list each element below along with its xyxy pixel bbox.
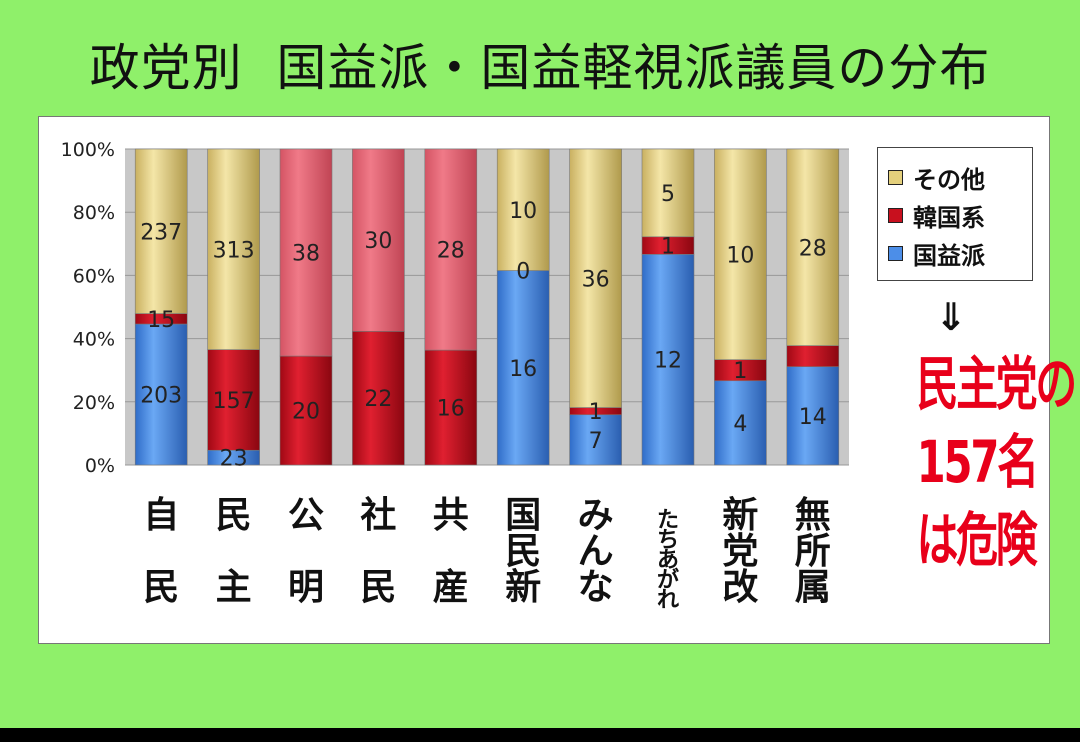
bar-segment-other [496, 148, 550, 271]
chart-panel: 0% 20% 40% 60% 80% 100% 203 15 237 23 157 313 20 38 2… [38, 116, 1078, 644]
bottom-bar [0, 728, 1080, 742]
data-label: 203 [140, 384, 182, 409]
data-label: 157 [213, 389, 255, 414]
data-label: 16 [509, 357, 537, 382]
data-label: 38 [292, 242, 320, 267]
bar-segment-national [786, 366, 840, 466]
data-label: 313 [213, 238, 255, 263]
bar-segment-other [786, 148, 840, 346]
bar-segment-korean [207, 349, 260, 451]
x-category-char: 民 [143, 567, 179, 608]
data-label: 20 [292, 400, 320, 425]
warning-line-2: 157名 [916, 428, 1039, 496]
y-tick-label: 20% [73, 392, 115, 414]
data-label: 7 [589, 429, 603, 454]
x-category-char: 公 [288, 495, 324, 536]
data-label: 14 [799, 405, 827, 430]
legend-item-national: 国益派 [888, 236, 985, 270]
bar-segment-national [496, 270, 550, 466]
x-category-char: が [657, 567, 679, 593]
data-label: 4 [733, 412, 747, 437]
bar-segment-other [207, 148, 260, 350]
x-category-char: ん [578, 531, 614, 572]
data-label: 5 [661, 182, 675, 207]
legend-item-other: その他 [888, 160, 985, 194]
x-category-char: 国 [505, 495, 541, 536]
data-label: 16 [437, 397, 465, 422]
data-label: 1 [589, 400, 603, 425]
x-category-char: 党 [722, 531, 758, 572]
x-category-char: 新 [722, 495, 758, 536]
page-title: 政党別 国益派・国益軽視派議員の分布 [89, 39, 991, 97]
warning-line-1: 民主党の [916, 350, 1078, 418]
bar-segment-korean [786, 345, 840, 367]
bar-segment-other [641, 148, 695, 238]
legend-swatch-korean [888, 207, 903, 223]
chart-legend: その他 韓国系 国益派 [877, 147, 1033, 281]
bar-segment-other [352, 148, 405, 332]
x-category-char: 民 [216, 495, 252, 536]
data-label: 28 [437, 239, 465, 264]
legend-swatch-other [888, 169, 903, 185]
x-category-char: 改 [722, 567, 758, 608]
x-category-char: 民 [505, 531, 541, 572]
bar-segment-other [569, 148, 622, 408]
warning-text: 民主党の 157名 は危険 [916, 345, 1078, 579]
x-category-char: あ [657, 548, 679, 573]
legend-label-korean: 韓国系 [913, 203, 985, 232]
data-label: 30 [364, 229, 392, 254]
x-category-char: 社 [360, 495, 396, 536]
x-category-char: ち [657, 528, 679, 553]
data-label: 22 [364, 387, 392, 412]
stacked-bar-chart: 0%20%40%60%80%100% 203152372315731320382… [61, 139, 849, 613]
x-category-char: れ [657, 588, 679, 613]
legend-label-other: その他 [913, 165, 985, 194]
y-tick-label: 60% [73, 265, 115, 287]
x-category-char: た [657, 508, 679, 533]
x-category-char: な [578, 567, 614, 608]
bar-segment-other [279, 148, 333, 357]
legend-swatch-national [888, 245, 903, 261]
data-label: 0 [516, 260, 530, 285]
y-tick-label: 0% [85, 455, 115, 477]
legend-label-national: 国益派 [913, 241, 985, 270]
x-category-char: 所 [795, 531, 831, 572]
bar-segment-other [714, 148, 767, 360]
data-label: 23 [220, 447, 248, 472]
legend-item-korean: 韓国系 [888, 198, 985, 232]
bar-segment-other [134, 148, 188, 314]
x-category-char: 自 [143, 495, 179, 536]
data-label: 28 [799, 236, 827, 261]
x-category-char: 主 [216, 567, 252, 608]
bar-segment-korean [424, 349, 478, 466]
data-label: 1 [733, 359, 747, 384]
data-label: 10 [509, 199, 537, 224]
y-tick-label: 80% [73, 202, 115, 224]
warning-line-3: は危険 [916, 506, 1038, 574]
data-label: 12 [654, 349, 682, 374]
x-category-char: 民 [360, 567, 396, 608]
x-category-char: 共 [433, 495, 469, 536]
x-category-char: 明 [288, 567, 324, 608]
bar-segment-korean [352, 331, 405, 466]
down-arrow-icon: ⇓ [935, 295, 967, 339]
data-label: 10 [726, 243, 754, 268]
data-label: 1 [661, 235, 675, 260]
bar-segment-national [569, 414, 622, 466]
bar-segment-national [641, 254, 695, 466]
x-category-char: 無 [795, 495, 831, 536]
data-label: 237 [140, 220, 182, 245]
bar-segment-other [424, 148, 478, 351]
x-category-char: 産 [433, 567, 469, 608]
bar-segment-national [714, 380, 767, 466]
y-tick-label: 40% [73, 329, 115, 351]
data-label: 36 [582, 267, 610, 292]
x-category-char: み [578, 495, 614, 536]
y-tick-label: 100% [61, 139, 115, 161]
x-category-char: 新 [505, 567, 541, 608]
data-label: 15 [147, 308, 175, 333]
x-category-char: 属 [795, 567, 831, 608]
